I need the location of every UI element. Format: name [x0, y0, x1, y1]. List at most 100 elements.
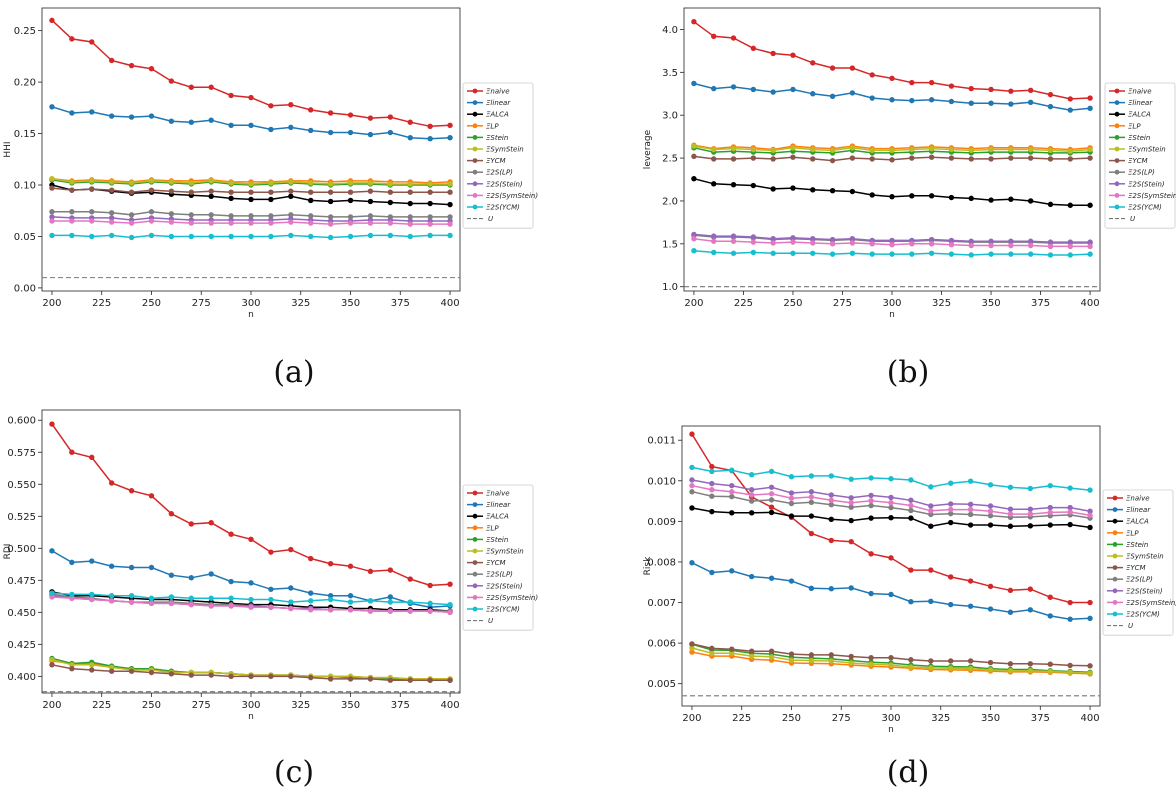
leverage-chart: 200 225 250 275 300 325 350 375 400 1.0 1.5 2.0 2.5 3… — [643, 7, 1176, 320]
legend-marker — [472, 123, 478, 129]
legend-label: ΞSymStein — [486, 548, 524, 556]
data-point — [770, 235, 776, 242]
data-point — [1087, 615, 1093, 622]
data-point — [988, 156, 994, 162]
data-point — [750, 234, 757, 240]
data-point — [988, 100, 994, 106]
data-point — [790, 250, 796, 256]
data-point — [928, 241, 935, 247]
data-point — [948, 237, 955, 244]
data-point — [948, 194, 955, 201]
data-point — [188, 601, 194, 608]
data-point — [49, 209, 55, 215]
data-point — [367, 220, 374, 226]
data-point — [108, 232, 115, 239]
data-point — [1067, 599, 1073, 606]
legend-marker — [472, 111, 478, 117]
data-point — [730, 233, 737, 239]
legend-marker — [472, 583, 478, 589]
data-point — [387, 677, 394, 683]
data-point — [1008, 196, 1014, 202]
data-point — [1008, 242, 1014, 249]
data-point — [69, 232, 75, 239]
data-point — [108, 592, 115, 599]
data-point — [188, 672, 194, 678]
data-point — [1027, 87, 1034, 94]
data-point — [1067, 669, 1073, 676]
data-point — [268, 673, 274, 680]
y-axis-label: HHI — [3, 141, 13, 157]
data-point — [427, 200, 433, 207]
data-point — [948, 574, 954, 580]
legend-label: ΞSymStein — [1128, 146, 1166, 154]
data-point — [928, 508, 934, 514]
data-point — [228, 673, 234, 680]
data-point — [1087, 524, 1093, 531]
data-point — [49, 218, 55, 224]
legend-marker — [472, 490, 478, 496]
data-point — [387, 608, 394, 614]
data-point — [768, 497, 775, 503]
data-point — [709, 493, 715, 499]
data-point — [228, 189, 234, 195]
data-point — [148, 178, 155, 184]
y-tick-label: 0.005 — [647, 679, 676, 690]
data-point — [168, 219, 175, 225]
legend-label: Ξlinear — [1126, 506, 1151, 514]
legend-label: Ξ2S(Stein) — [486, 180, 523, 188]
data-point — [1067, 243, 1073, 250]
y-axis-label: Risk — [643, 556, 653, 575]
data-point — [968, 252, 974, 258]
data-point — [730, 145, 737, 152]
data-point — [148, 595, 155, 601]
data-point — [689, 477, 695, 483]
data-point — [327, 214, 334, 220]
data-point — [447, 221, 453, 227]
data-point — [689, 649, 695, 655]
legend-marker — [1112, 507, 1118, 512]
legend-marker — [472, 513, 478, 519]
data-point — [967, 501, 974, 508]
legend-marker — [472, 606, 478, 612]
data-point — [849, 240, 856, 246]
data-point — [367, 213, 374, 219]
x-tick-label: 350 — [341, 298, 360, 309]
data-point — [447, 677, 453, 683]
data-point — [89, 186, 95, 192]
data-point — [987, 583, 994, 589]
legend-label: Ξ2S(LP) — [486, 169, 513, 177]
data-point — [407, 576, 413, 582]
data-point — [308, 127, 314, 134]
data-point — [908, 515, 914, 521]
data-point — [829, 93, 836, 100]
legend-marker — [472, 193, 478, 198]
data-point — [1067, 252, 1073, 258]
data-point — [869, 156, 875, 162]
y-tick-label: 0.011 — [647, 436, 676, 447]
legend-label: Ξlinear — [1128, 99, 1153, 107]
caption-d: (d) — [886, 755, 930, 790]
data-point — [729, 650, 735, 656]
data-point — [790, 86, 796, 93]
data-point — [889, 241, 895, 248]
data-point — [89, 109, 95, 115]
data-point — [268, 220, 274, 226]
data-point — [427, 221, 433, 227]
data-point — [988, 251, 994, 257]
legend-box — [1102, 489, 1174, 636]
y-tick-label: 0.15 — [14, 129, 36, 140]
data-point — [228, 220, 234, 226]
plot-frame — [41, 7, 461, 292]
data-point — [709, 468, 715, 475]
data-point — [810, 146, 816, 153]
data-point — [948, 665, 954, 671]
data-point — [1067, 616, 1073, 622]
data-point — [928, 250, 935, 256]
legend-label: ΞYCM — [1128, 157, 1148, 165]
data-point — [788, 657, 795, 663]
data-point — [908, 657, 914, 663]
legend-marker — [1114, 169, 1120, 175]
data-point — [869, 95, 875, 101]
data-point — [768, 504, 775, 510]
legend-label: ΞALCA — [1126, 518, 1149, 526]
